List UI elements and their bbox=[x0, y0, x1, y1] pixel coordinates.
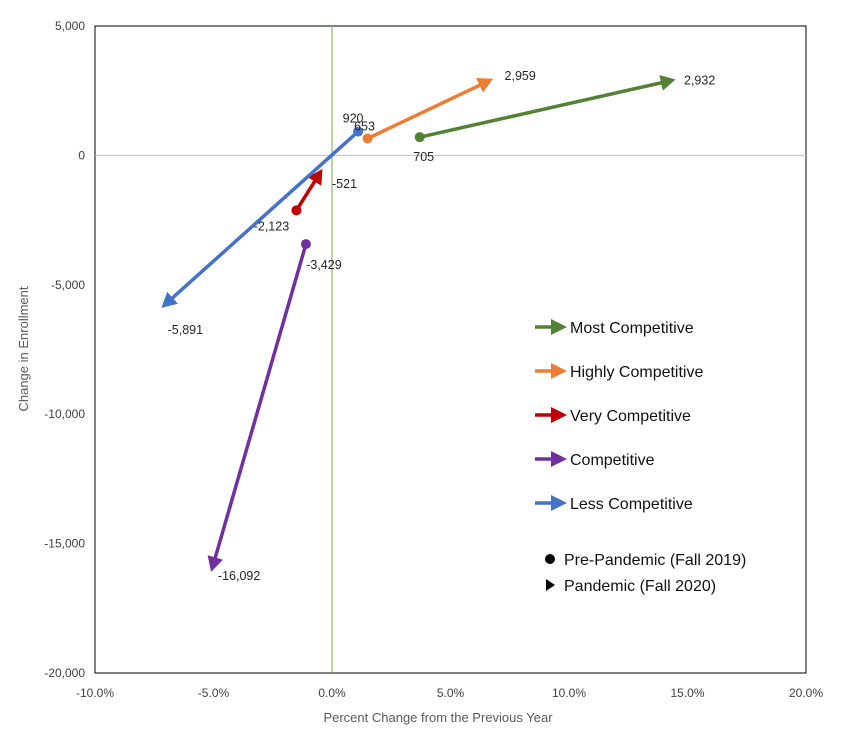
y-axis-title: Change in Enrollment bbox=[16, 286, 31, 411]
legend-arrow-marker bbox=[551, 363, 567, 379]
end-value-label: -5,891 bbox=[168, 323, 203, 337]
arrow-line bbox=[294, 178, 318, 212]
y-tick-label: -5,000 bbox=[51, 278, 85, 292]
start-value-label: -3,429 bbox=[306, 258, 341, 272]
triangle-marker bbox=[546, 579, 555, 591]
legend-item: Very Competitive bbox=[535, 407, 691, 425]
arrow-line bbox=[169, 130, 360, 301]
start-point-marker bbox=[291, 205, 302, 216]
x-tick-label: -10.0% bbox=[76, 686, 114, 700]
start-value-label: 705 bbox=[413, 150, 434, 164]
x-tick-label: -5.0% bbox=[198, 686, 230, 700]
series-highly-competitive bbox=[362, 78, 494, 144]
x-tick-label: 5.0% bbox=[437, 686, 465, 700]
x-axis-title: Percent Change from the Previous Year bbox=[323, 710, 553, 725]
x-tick-label: 20.0% bbox=[789, 686, 823, 700]
arrow-head-marker bbox=[161, 291, 178, 308]
start-point-marker bbox=[414, 132, 425, 143]
arrow-head-marker bbox=[659, 75, 676, 91]
legend-item: Highly Competitive bbox=[535, 363, 703, 381]
start-point-marker bbox=[362, 133, 373, 144]
start-point-marker bbox=[353, 126, 364, 137]
end-value-label: -521 bbox=[332, 177, 357, 191]
data-labels: 705 2,932 653 2,959 -2,123 -521 -3,429 -16,092 9… bbox=[168, 69, 716, 583]
legend: Most Competitive Highly Competitive Very C… bbox=[535, 319, 746, 595]
legend-arrow-marker bbox=[551, 451, 567, 467]
end-value-label: 2,932 bbox=[684, 74, 715, 88]
y-tick-label: -10,000 bbox=[44, 407, 85, 421]
legend-item: Most Competitive bbox=[535, 319, 694, 337]
plot-area bbox=[94, 25, 807, 674]
arrow-line bbox=[366, 82, 483, 141]
legend-arrow-marker bbox=[551, 407, 567, 423]
legend-item: Less Competitive bbox=[535, 495, 693, 513]
x-tick-label: 10.0% bbox=[552, 686, 586, 700]
legend-label: Highly Competitive bbox=[570, 364, 703, 381]
series-most-competitive bbox=[414, 75, 676, 143]
legend-label: Competitive bbox=[570, 452, 655, 469]
start-value-label: 653 bbox=[354, 120, 375, 134]
y-tick-labels: 5,000 0 -5,000 -10,000 -15,000 -20,000 bbox=[44, 19, 85, 680]
legend-item: Competitive bbox=[535, 451, 655, 469]
x-tick-label: 0.0% bbox=[318, 686, 346, 700]
start-value-label: -2,123 bbox=[254, 219, 289, 233]
legend-label: Most Competitive bbox=[570, 320, 694, 337]
start-value-label: 920 bbox=[343, 112, 364, 126]
series-layer bbox=[161, 75, 676, 572]
marker-legend-label: Pre-Pandemic (Fall 2019) bbox=[564, 552, 746, 569]
marker-legend-label: Pandemic (Fall 2020) bbox=[564, 578, 716, 595]
arrow-head-marker bbox=[476, 78, 494, 93]
x-tick-labels: -10.0% -5.0% 0.0% 5.0% 10.0% 15.0% 20.0% bbox=[76, 686, 823, 700]
arrow-head-marker bbox=[307, 168, 323, 186]
legend-label: Less Competitive bbox=[570, 496, 693, 513]
marker-legend-item: Pandemic (Fall 2020) bbox=[546, 578, 716, 595]
y-tick-label: -20,000 bbox=[44, 666, 85, 680]
marker-legend-item: Pre-Pandemic (Fall 2019) bbox=[545, 552, 746, 569]
legend-arrow-marker bbox=[551, 319, 567, 335]
series-very-competitive bbox=[291, 168, 323, 216]
circle-marker bbox=[545, 554, 555, 564]
arrow-line bbox=[213, 243, 308, 560]
arrow-head-marker bbox=[207, 555, 223, 572]
x-tick-label: 15.0% bbox=[670, 686, 704, 700]
y-tick-label: 0 bbox=[78, 148, 85, 162]
y-tick-label: -15,000 bbox=[44, 537, 85, 551]
arrow-line bbox=[419, 80, 664, 139]
y-tick-label: 5,000 bbox=[55, 19, 85, 33]
end-value-label: 2,959 bbox=[505, 69, 536, 83]
series-less-competitive bbox=[161, 126, 364, 308]
legend-arrow-marker bbox=[551, 495, 567, 511]
legend-label: Very Competitive bbox=[570, 408, 691, 425]
series-competitive bbox=[207, 239, 311, 572]
start-point-marker bbox=[300, 239, 311, 250]
end-value-label: -16,092 bbox=[218, 569, 260, 583]
